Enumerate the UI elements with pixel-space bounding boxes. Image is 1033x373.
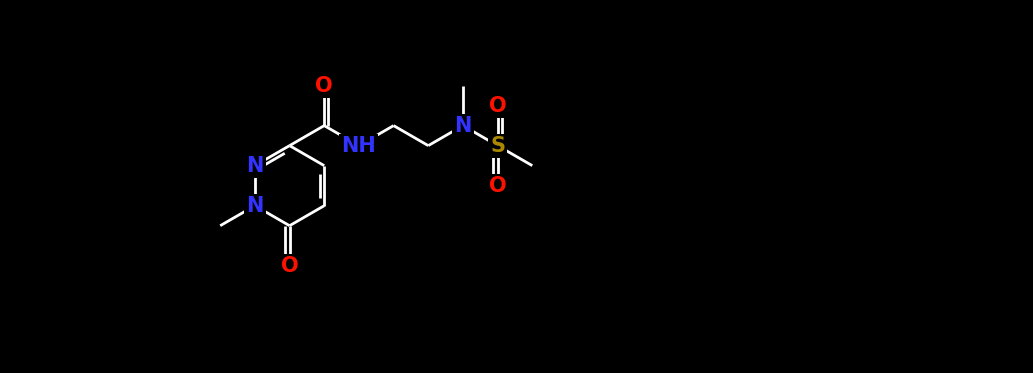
Text: O: O: [489, 176, 506, 196]
Text: O: O: [489, 95, 506, 116]
Text: N: N: [455, 116, 472, 136]
Text: N: N: [246, 156, 263, 176]
Text: S: S: [490, 136, 505, 156]
Text: O: O: [315, 76, 333, 95]
Text: O: O: [281, 256, 299, 276]
Text: N: N: [246, 196, 263, 216]
Text: NH: NH: [342, 136, 376, 156]
